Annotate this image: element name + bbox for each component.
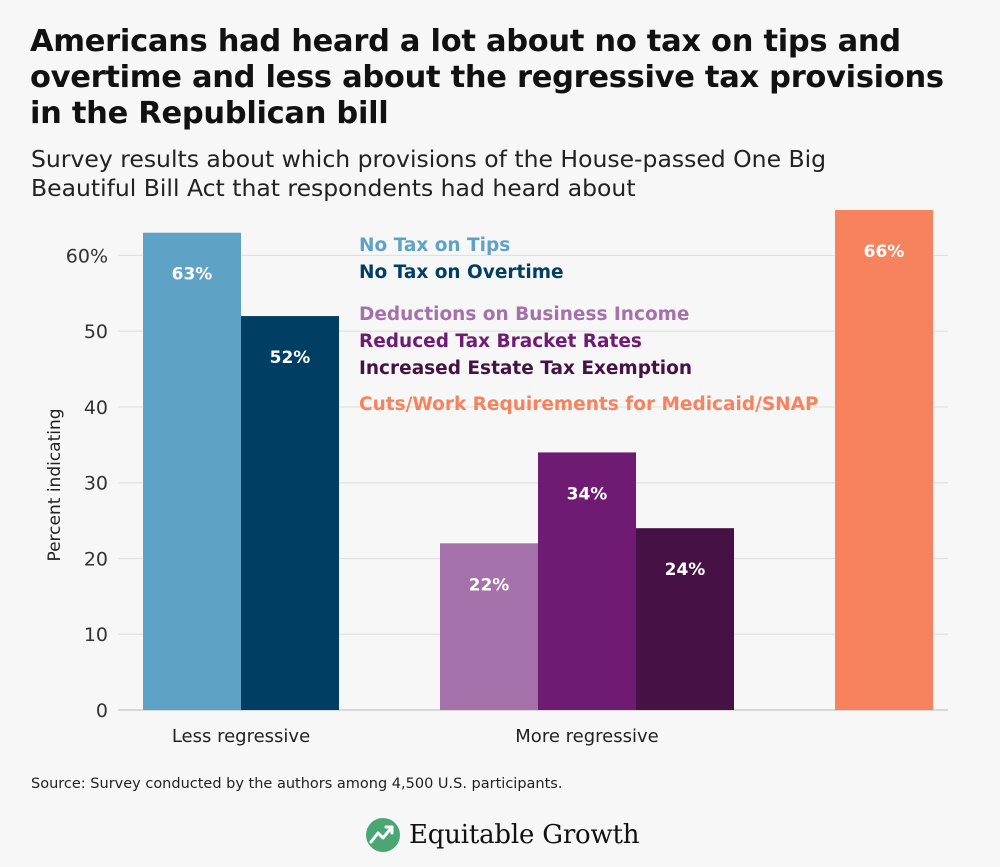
legend-entry: Increased Estate Tax Exemption: [359, 358, 692, 379]
y-tick-label: 10: [84, 624, 108, 646]
y-tick-label: 40: [84, 397, 108, 419]
y-tick-label: 0: [96, 700, 108, 722]
bar: [143, 232, 241, 710]
legend-entry: Reduced Tax Bracket Rates: [359, 331, 642, 352]
chart-subtitle: Survey results about which provisions of…: [31, 145, 827, 202]
data-label: 34%: [567, 484, 608, 504]
chart-title: Americans had heard a lot about no tax o…: [30, 24, 944, 131]
data-label: 22%: [469, 575, 510, 595]
equitable-growth-logo: Equitable Growth: [365, 817, 640, 853]
x-category-label: Less regressive: [172, 726, 310, 747]
data-label: 66%: [864, 242, 905, 262]
growth-arrow-icon: [366, 818, 400, 852]
bar: [440, 543, 538, 710]
bar: [636, 528, 734, 710]
x-category-label: More regressive: [515, 726, 658, 747]
y-axis-label: Percent indicating: [45, 408, 65, 561]
data-label: 63%: [172, 265, 213, 285]
data-label: 24%: [665, 560, 706, 580]
legend-entry: Deductions on Business Income: [359, 304, 689, 325]
source-note: Source: Survey conducted by the authors …: [31, 776, 563, 792]
y-tick-label: 30: [84, 473, 108, 495]
y-tick-label: 50: [84, 321, 108, 343]
legend-entry: No Tax on Tips: [359, 235, 510, 256]
logo-text: Equitable Growth: [409, 820, 640, 850]
bar: [835, 210, 933, 710]
bar: [241, 316, 339, 710]
y-tick-label: 20: [84, 548, 108, 570]
legend-entry: No Tax on Overtime: [359, 262, 564, 283]
bar: [538, 452, 636, 710]
data-label: 52%: [270, 348, 311, 368]
legend-entry: Cuts/Work Requirements for Medicaid/SNAP: [359, 394, 819, 415]
bar-chart: 0 10 20 30 40 50 60% Percent indicating 63% 52% Le…: [45, 210, 948, 747]
y-tick-label: 60%: [66, 245, 108, 267]
